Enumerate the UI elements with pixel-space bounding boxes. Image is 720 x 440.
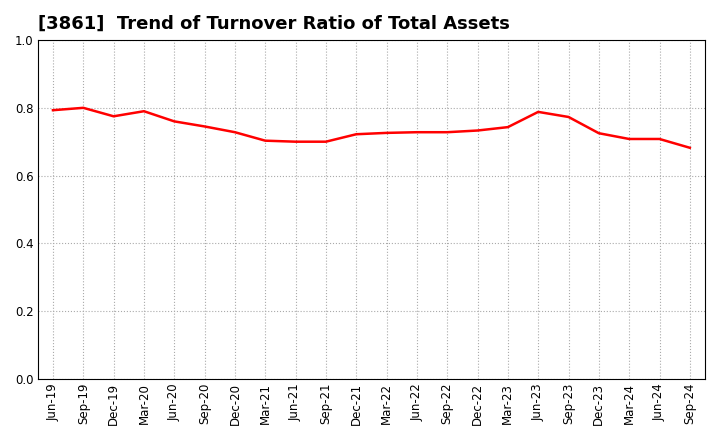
Text: [3861]  Trend of Turnover Ratio of Total Assets: [3861] Trend of Turnover Ratio of Total …: [37, 15, 510, 33]
